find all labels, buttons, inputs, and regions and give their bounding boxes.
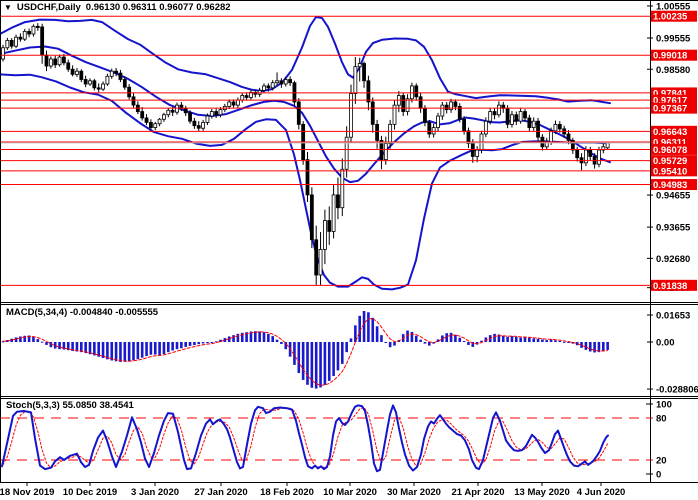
chart-title-bar: ▼ USDCHF,Daily 0.96130 0.96311 0.96077 0… [4,2,231,13]
svg-text:100: 100 [656,400,672,411]
svg-text:0.99018: 0.99018 [653,51,687,62]
svg-text:27 Jan 2020: 27 Jan 2020 [194,487,247,498]
svg-text:0.96643: 0.96643 [653,127,687,138]
svg-text:0.97367: 0.97367 [653,104,687,115]
svg-text:0.92680: 0.92680 [656,254,690,265]
svg-text:0.97617: 0.97617 [653,96,687,107]
macd-indicator-label: MACD(5,34,4) -0.004840 -0.005555 [6,307,159,318]
svg-text:18 Nov 2019: 18 Nov 2019 [0,487,54,498]
svg-text:0.94983: 0.94983 [653,180,687,191]
svg-text:0.97841: 0.97841 [653,88,688,99]
stoch-panel[interactable] [0,404,650,473]
svg-text:4 Jun 2020: 4 Jun 2020 [577,487,626,498]
svg-text:0: 0 [656,470,661,481]
svg-text:10 Dec 2019: 10 Dec 2019 [63,487,117,498]
svg-text:0.96078: 0.96078 [653,145,687,156]
price-axis: 1.00555 0.99555 0.98580 0.94655 0.93655 0.926… [646,1,698,481]
svg-text:21 Apr 2020: 21 Apr 2020 [452,487,505,498]
macd-panel[interactable] [1,310,609,389]
stoch-indicator-label: Stoch(5,3,3) 55.0850 38.4541 [6,400,134,411]
svg-text:0.91838: 0.91838 [653,281,687,292]
svg-text:30 Mar 2020: 30 Mar 2020 [387,487,441,498]
svg-text:0.93655: 0.93655 [656,223,691,234]
price-levels [0,15,651,286]
svg-text:0.01653: 0.01653 [656,310,690,321]
svg-text:80: 80 [656,414,667,425]
svg-text:13 May 2020: 13 May 2020 [514,487,569,498]
time-axis: 18 Nov 2019 10 Dec 2019 3 Jan 2020 27 Jan 2… [0,482,625,498]
svg-text:0.96311: 0.96311 [653,137,688,148]
svg-text:18 Feb 2020: 18 Feb 2020 [260,487,314,498]
svg-text:1.00235: 1.00235 [653,12,688,23]
svg-text:0.95729: 0.95729 [653,156,687,167]
svg-text:0.98580: 0.98580 [656,65,690,76]
svg-text:3 Jan 2020: 3 Jan 2020 [131,487,179,498]
svg-text:0.94655: 0.94655 [656,191,691,202]
svg-text:0.99555: 0.99555 [656,34,691,45]
symbol-period-label: USDCHF,Daily [16,2,81,13]
price-panel[interactable] [0,16,611,291]
svg-text:20: 20 [656,456,667,467]
panel-frame [0,0,698,483]
svg-text:10 Mar 2020: 10 Mar 2020 [323,487,377,498]
svg-text:1.00555: 1.00555 [656,1,691,12]
svg-text:0.95410: 0.95410 [653,166,687,177]
ohlc-quote-label: 0.96130 0.96311 0.96077 0.96282 [85,2,231,13]
chevron-down-icon[interactable]: ▼ [4,3,12,12]
svg-text:0.00: 0.00 [656,338,675,349]
svg-text:-0.028806: -0.028806 [656,385,698,396]
